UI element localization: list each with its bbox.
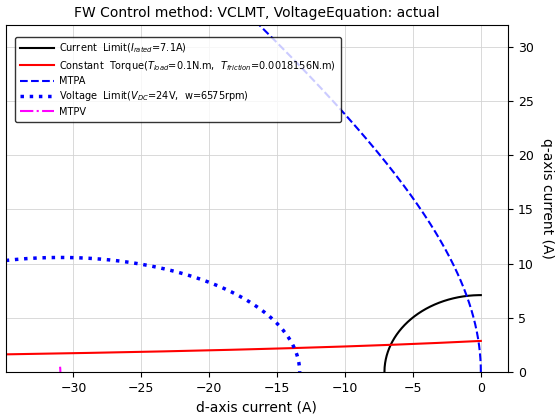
Constant  Torque($T_{load}$=0.1N.m,  $T_{friction}$=0.0018156N.m) bbox=[464, 339, 470, 344]
MTPA bbox=[413, 201, 420, 206]
MTPV bbox=[57, 370, 64, 375]
Line: MTPA: MTPA bbox=[259, 25, 481, 372]
Constant  Torque($T_{load}$=0.1N.m,  $T_{friction}$=0.0018156N.m) bbox=[464, 339, 470, 344]
Voltage  Limit($V_{DC}$=24V,  w=6575rpm) bbox=[2, 258, 9, 263]
MTPA bbox=[266, 33, 273, 38]
Voltage  Limit($V_{DC}$=24V,  w=6575rpm) bbox=[296, 370, 303, 375]
Title: FW Control method: VCLMT, VoltageEquation: actual: FW Control method: VCLMT, VoltageEquatio… bbox=[74, 5, 440, 20]
MTPV bbox=[57, 365, 63, 370]
Constant  Torque($T_{load}$=0.1N.m,  $T_{friction}$=0.0018156N.m) bbox=[2, 352, 9, 357]
MTPV bbox=[57, 365, 63, 370]
Voltage  Limit($V_{DC}$=24V,  w=6575rpm) bbox=[3, 258, 10, 263]
Constant  Torque($T_{load}$=0.1N.m,  $T_{friction}$=0.0018156N.m) bbox=[26, 352, 33, 357]
Current  Limit($I_{rated}$=7.1A) bbox=[381, 370, 388, 375]
Line: Current  Limit($I_{rated}$=7.1A): Current Limit($I_{rated}$=7.1A) bbox=[384, 295, 481, 372]
Voltage  Limit($V_{DC}$=24V,  w=6575rpm) bbox=[57, 255, 64, 260]
Current  Limit($I_{rated}$=7.1A) bbox=[423, 306, 430, 311]
MTPA bbox=[419, 210, 426, 215]
Current  Limit($I_{rated}$=7.1A) bbox=[420, 308, 427, 313]
X-axis label: d-axis current (A): d-axis current (A) bbox=[197, 400, 317, 415]
MTPA bbox=[478, 370, 484, 375]
MTPV bbox=[57, 368, 64, 373]
Line: Voltage  Limit($V_{DC}$=24V,  w=6575rpm): Voltage Limit($V_{DC}$=24V, w=6575rpm) bbox=[6, 257, 300, 372]
MTPV bbox=[57, 369, 64, 374]
MTPV bbox=[57, 369, 64, 374]
MTPV bbox=[57, 370, 64, 375]
Constant  Torque($T_{load}$=0.1N.m,  $T_{friction}$=0.0018156N.m) bbox=[234, 347, 240, 352]
Voltage  Limit($V_{DC}$=24V,  w=6575rpm) bbox=[256, 306, 263, 311]
Current  Limit($I_{rated}$=7.1A) bbox=[447, 297, 454, 302]
Voltage  Limit($V_{DC}$=24V,  w=6575rpm) bbox=[296, 362, 302, 367]
Legend: Current  Limit($I_{rated}$=7.1A), Constant  Torque($T_{load}$=0.1N.m,  $T_{frict: Current Limit($I_{rated}$=7.1A), Constan… bbox=[16, 37, 340, 122]
MTPA bbox=[266, 32, 273, 37]
Constant  Torque($T_{load}$=0.1N.m,  $T_{friction}$=0.0018156N.m) bbox=[478, 339, 484, 344]
Voltage  Limit($V_{DC}$=24V,  w=6575rpm) bbox=[245, 299, 251, 304]
Current  Limit($I_{rated}$=7.1A) bbox=[456, 294, 463, 299]
Constant  Torque($T_{load}$=0.1N.m,  $T_{friction}$=0.0018156N.m) bbox=[376, 343, 383, 348]
Line: Constant  Torque($T_{load}$=0.1N.m,  $T_{friction}$=0.0018156N.m): Constant Torque($T_{load}$=0.1N.m, $T_{f… bbox=[6, 341, 481, 354]
Voltage  Limit($V_{DC}$=24V,  w=6575rpm) bbox=[80, 255, 86, 260]
Voltage  Limit($V_{DC}$=24V,  w=6575rpm) bbox=[279, 328, 286, 333]
Current  Limit($I_{rated}$=7.1A) bbox=[478, 293, 484, 298]
Current  Limit($I_{rated}$=7.1A) bbox=[458, 294, 465, 299]
MTPA bbox=[477, 352, 483, 357]
Current  Limit($I_{rated}$=7.1A) bbox=[391, 336, 398, 341]
MTPA bbox=[256, 22, 263, 27]
MTPA bbox=[328, 96, 334, 101]
MTPV bbox=[57, 364, 63, 369]
Constant  Torque($T_{load}$=0.1N.m,  $T_{friction}$=0.0018156N.m) bbox=[221, 347, 227, 352]
Y-axis label: q-axis current (A): q-axis current (A) bbox=[540, 138, 554, 259]
